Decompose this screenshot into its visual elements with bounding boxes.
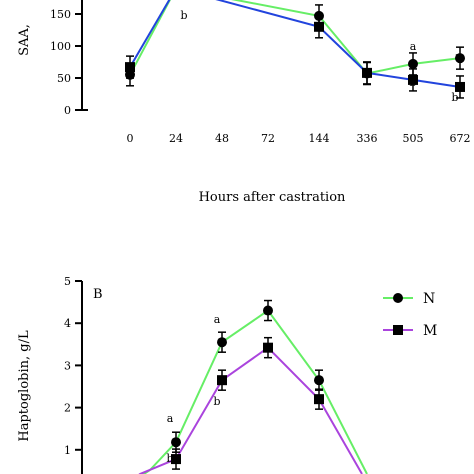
y-tick-label: 1: [64, 444, 71, 457]
x-tick-label: 336: [357, 132, 378, 145]
x-tick-label: 0: [127, 132, 134, 145]
panel-b: 1 2 3 4 5 Haptoglobin, g/L Ba b a b NM: [17, 275, 437, 474]
y-tick-label: 50: [57, 72, 71, 85]
x-tick-label: 144: [309, 132, 330, 145]
significance-letter: a: [410, 40, 417, 53]
significance-letter: b: [180, 9, 187, 22]
x-tick-label: 24: [169, 132, 183, 145]
x-tick-label: 72: [261, 132, 275, 145]
significance-letter: b: [451, 91, 458, 104]
y-tick-label: 0: [64, 104, 71, 117]
legend-marker: [393, 325, 403, 335]
x-axis-title: Hours after castration: [199, 190, 346, 205]
x-tick-label: 505: [403, 132, 424, 145]
data-point: [217, 337, 227, 348]
legend-marker: [393, 293, 403, 303]
data-point: [171, 437, 181, 448]
significance-letter: a: [214, 313, 221, 326]
data-point: [455, 53, 465, 64]
series-line: [129, 0, 461, 88]
significance-letter: b: [213, 395, 220, 408]
significance-letter: a: [167, 412, 174, 425]
data-point: [125, 62, 135, 73]
panel-a: 0 50 100 150 0 24 48 72 144 336 505 672 SAA, Hours af…: [17, 0, 471, 205]
panel-label: B: [93, 287, 103, 302]
data-point: [455, 81, 465, 92]
legend-label: M: [423, 323, 437, 339]
y-tick-label: 100: [50, 40, 71, 53]
series-line: [138, 346, 363, 474]
data-point: [408, 74, 418, 85]
legend-label: N: [423, 291, 435, 307]
significance-letter: b: [409, 76, 416, 89]
y-tick-label: 2: [64, 402, 71, 415]
data-point: [314, 394, 324, 405]
x-tick-label: 672: [450, 132, 471, 145]
data-point: [263, 305, 273, 316]
significance-letter: b: [166, 452, 173, 465]
y-tick-label: 3: [64, 359, 71, 372]
data-point: [362, 67, 372, 78]
y-tick-label: 4: [64, 317, 71, 330]
data-point: [217, 375, 227, 386]
data-point: [314, 375, 324, 386]
x-tick-label: 48: [215, 132, 229, 145]
y-axis-title: Haptoglobin, g/L: [17, 330, 32, 442]
data-point: [263, 342, 273, 353]
data-point: [408, 58, 418, 69]
significance-letter: a: [455, 50, 462, 63]
series-line: [142, 309, 368, 474]
y-tick-label: 150: [50, 8, 71, 21]
y-tick-label: 5: [64, 275, 71, 288]
data-point: [314, 21, 324, 32]
data-point: [171, 454, 181, 465]
y-axis-title: SAA,: [17, 24, 32, 56]
